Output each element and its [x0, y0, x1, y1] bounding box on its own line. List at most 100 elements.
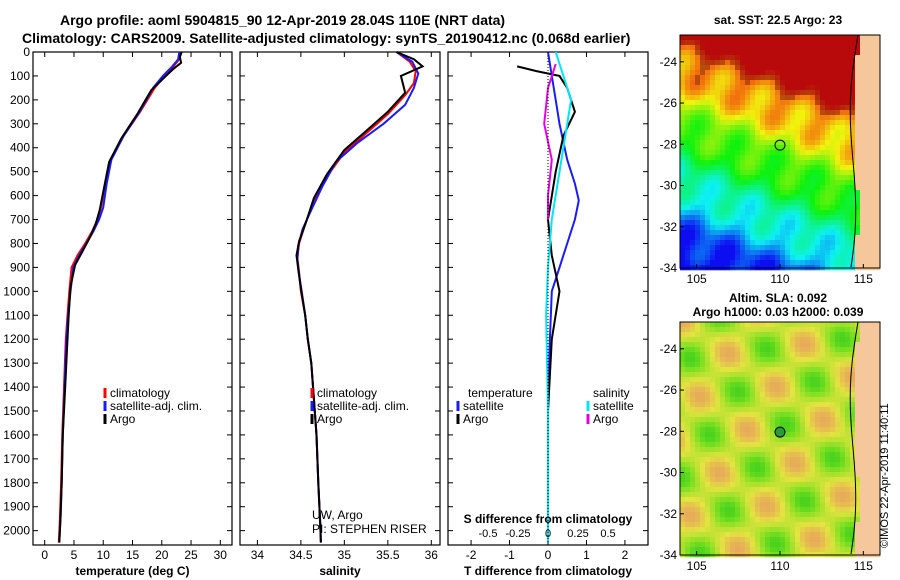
map-cell — [735, 422, 741, 428]
map-cell — [875, 437, 881, 443]
map-cell — [775, 487, 781, 493]
map-cell — [715, 392, 721, 398]
map-cell — [715, 130, 721, 136]
map-cell — [760, 205, 766, 211]
map-cell — [760, 532, 766, 538]
map-cell — [735, 522, 741, 528]
map-cell — [705, 432, 711, 438]
map-cell — [775, 347, 781, 353]
map-cell — [795, 402, 801, 408]
map-cell — [860, 437, 866, 443]
map-cell — [735, 250, 741, 256]
map-cell — [845, 220, 851, 226]
map-cell — [790, 327, 796, 333]
map-cell — [690, 95, 696, 101]
map-cell — [770, 40, 776, 46]
map-cell — [845, 215, 851, 221]
map-cell — [815, 135, 821, 141]
map-cell — [725, 392, 731, 398]
map-cell — [725, 327, 731, 333]
map-cell — [745, 347, 751, 353]
map-cell — [845, 140, 851, 146]
map-cell — [820, 165, 826, 171]
map-cell — [840, 382, 846, 388]
map-cell — [780, 512, 786, 518]
map-cell — [790, 427, 796, 433]
map-cell — [705, 327, 711, 333]
map-cell — [750, 200, 756, 206]
map-cell — [865, 60, 871, 66]
map-cell — [710, 230, 716, 236]
map-cell — [690, 492, 696, 498]
map-cell — [820, 80, 826, 86]
map-cell — [735, 427, 741, 433]
map-cell — [815, 170, 821, 176]
map-cell — [715, 397, 721, 403]
map-cell — [735, 150, 741, 156]
map-cell — [695, 120, 701, 126]
series-line-salinity-satellite — [545, 51, 573, 543]
map-cell — [815, 120, 821, 126]
map-cell — [725, 95, 731, 101]
map-cell — [745, 537, 751, 543]
map-cell — [820, 160, 826, 166]
map-cell — [700, 105, 706, 111]
map-cell — [780, 392, 786, 398]
map-cell — [815, 507, 821, 513]
map-cell — [790, 487, 796, 493]
map-cell — [870, 447, 876, 453]
map-cell — [825, 332, 831, 338]
map-cell — [725, 105, 731, 111]
map-cell — [850, 50, 856, 56]
map-cell — [680, 180, 686, 186]
map-cell — [810, 327, 816, 333]
map-cell — [865, 225, 871, 231]
map-cell — [690, 367, 696, 373]
map-cell — [725, 210, 731, 216]
map-cell — [760, 95, 766, 101]
map-cell — [805, 392, 811, 398]
map-cell — [690, 150, 696, 156]
map-cell — [700, 507, 706, 513]
map-cell — [875, 467, 881, 473]
map-cell — [860, 397, 866, 403]
map-cell — [855, 502, 861, 508]
map-cell — [805, 55, 811, 61]
map-cell — [840, 462, 846, 468]
map-cell — [840, 332, 846, 338]
map-cell — [825, 215, 831, 221]
map-cell — [680, 477, 686, 483]
map-cell — [680, 150, 686, 156]
map-cell — [740, 497, 746, 503]
map-cell — [830, 70, 836, 76]
map-cell — [710, 332, 716, 338]
map-cell — [770, 532, 776, 538]
map-cell — [720, 110, 726, 116]
map-cell — [850, 342, 856, 348]
map-cell — [865, 527, 871, 533]
map-cell — [700, 462, 706, 468]
map-cell — [840, 412, 846, 418]
map-cell — [860, 150, 866, 156]
map-cell — [875, 190, 881, 196]
map-cell — [850, 225, 856, 231]
map-cell — [745, 397, 751, 403]
map-cell — [690, 80, 696, 86]
map-cell — [695, 432, 701, 438]
map-cell — [835, 165, 841, 171]
map-cell — [735, 50, 741, 56]
legend-label: Argo — [317, 412, 343, 426]
map-cell — [840, 35, 846, 41]
map-cell — [825, 347, 831, 353]
map-cell — [840, 260, 846, 266]
map-cell — [855, 482, 861, 488]
map-cell — [825, 462, 831, 468]
map-cell — [855, 467, 861, 473]
map-cell — [730, 442, 736, 448]
map-cell — [770, 542, 776, 548]
map-cell — [795, 432, 801, 438]
map-cell — [840, 502, 846, 508]
map-cell — [785, 115, 791, 121]
map-cell — [735, 170, 741, 176]
map-cell — [730, 170, 736, 176]
